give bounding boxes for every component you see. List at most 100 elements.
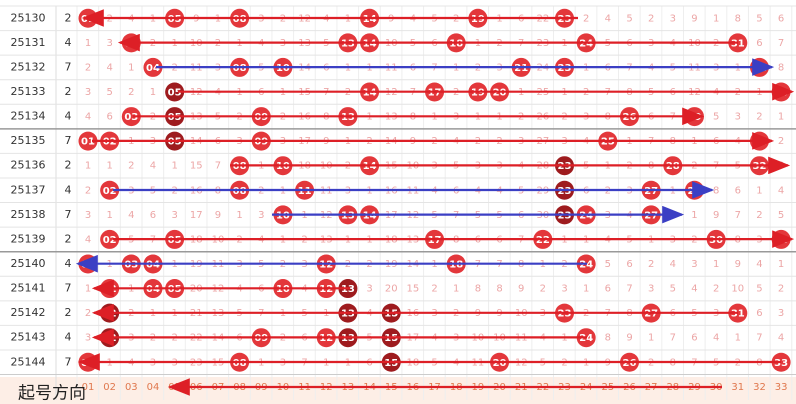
ball-number: 04	[146, 259, 160, 270]
tail: 7	[65, 282, 72, 295]
ball-number: 27	[644, 186, 658, 197]
ball-number: 08	[233, 14, 247, 25]
miss-count: 15	[190, 161, 203, 172]
issue: 25143	[11, 331, 46, 344]
miss-count: 2	[648, 13, 654, 24]
ball-number: 13	[341, 38, 355, 49]
miss-count: 3	[648, 284, 654, 295]
ball-number: 12	[319, 333, 333, 344]
ball-number: 32	[752, 63, 766, 74]
miss-count: 2	[431, 284, 437, 295]
miss-count: 6	[605, 284, 611, 295]
footer-number: 04	[147, 382, 160, 393]
ball-number: 10	[276, 284, 290, 295]
miss-count: 4	[691, 284, 697, 295]
miss-count: 2	[713, 284, 719, 295]
miss-count: 1	[106, 161, 112, 172]
ball-number: 24	[579, 259, 593, 270]
miss-count: 8	[713, 185, 719, 196]
ball-number: 19	[471, 87, 485, 98]
ball-number: 32	[752, 161, 766, 172]
miss-count: 3	[366, 284, 372, 295]
miss-count: 6	[150, 210, 156, 221]
ball-number: 29	[688, 186, 702, 197]
tail: 7	[65, 60, 72, 73]
miss-count: 6	[691, 333, 697, 344]
ball-number: 13	[341, 210, 355, 221]
footer-number: 33	[775, 382, 788, 393]
ball-number: 09	[254, 333, 268, 344]
issue: 25142	[11, 306, 46, 319]
ball-number: 32	[752, 137, 766, 148]
direction-label: 起号方向	[18, 384, 86, 404]
ball-number: 02	[103, 333, 117, 344]
issue: 25133	[11, 85, 46, 98]
ball-number: 20	[493, 87, 507, 98]
ball	[100, 229, 120, 249]
ball-number: 05	[168, 112, 182, 123]
footer-number: 03	[125, 382, 138, 393]
miss-count: 7	[215, 161, 221, 172]
ball-number: 08	[233, 63, 247, 74]
miss-count: 2	[648, 259, 654, 270]
miss-count: 1	[128, 62, 134, 73]
miss-count: 2	[540, 284, 546, 295]
ball-number: 14	[363, 14, 377, 25]
ball-number: 17	[428, 235, 442, 246]
miss-count: 6	[756, 308, 762, 319]
miss-count: 9	[215, 210, 221, 221]
miss-count: 1	[236, 210, 242, 221]
miss-count: 4	[128, 210, 134, 221]
ball-number: 12	[319, 284, 333, 295]
tail: 2	[65, 159, 72, 172]
issue: 25136	[11, 159, 46, 172]
ball-number: 24	[579, 333, 593, 344]
footer-number: 31	[731, 382, 744, 393]
miss-count: 6	[106, 112, 112, 123]
miss-count: 3	[171, 210, 177, 221]
ball-number: 33	[774, 235, 788, 246]
miss-count: 4	[670, 259, 676, 270]
ball-number: 02	[103, 186, 117, 197]
ball-number: 01	[81, 259, 95, 270]
tail: 4	[65, 183, 72, 196]
miss-count: 1	[453, 284, 459, 295]
ball	[143, 57, 163, 77]
ball-number: 01	[81, 137, 95, 148]
miss-count: 7	[626, 284, 632, 295]
ball-number: 13	[341, 284, 355, 295]
ball-number: 08	[233, 358, 247, 369]
miss-count: 2	[583, 13, 589, 24]
ball-number: 33	[774, 358, 788, 369]
issue: 25140	[11, 257, 46, 270]
miss-count: 9	[518, 284, 524, 295]
ball-number: 04	[146, 284, 160, 295]
miss-count: 1	[713, 13, 719, 24]
miss-count: 3	[561, 284, 567, 295]
miss-count: 1	[171, 161, 177, 172]
ball	[78, 131, 98, 151]
miss-count: 1	[85, 284, 91, 295]
miss-count: 4	[756, 259, 762, 270]
miss-count: 4	[713, 333, 719, 344]
ball-number: 02	[103, 137, 117, 148]
ball-number: 22	[536, 235, 550, 246]
ball-number: 30	[709, 235, 723, 246]
miss-count: 3	[106, 38, 112, 49]
ball-number: 05	[168, 284, 182, 295]
miss-count: 1	[735, 333, 741, 344]
miss-count: 3	[670, 13, 676, 24]
tail: 2	[65, 306, 72, 319]
ball-number: 20	[493, 358, 507, 369]
tail: 2	[65, 232, 72, 245]
ball-number: 10	[276, 161, 290, 172]
ball-number: 03	[124, 38, 138, 49]
ball-number: 31	[731, 309, 745, 320]
miss-count: 1	[691, 210, 697, 221]
ball-number: 01	[81, 358, 95, 369]
miss-count: 4	[778, 333, 784, 344]
miss-count: 8	[735, 13, 741, 24]
footer-number: 01	[82, 382, 95, 393]
ball-number: 23	[558, 186, 572, 197]
ball-number: 28	[666, 161, 680, 172]
